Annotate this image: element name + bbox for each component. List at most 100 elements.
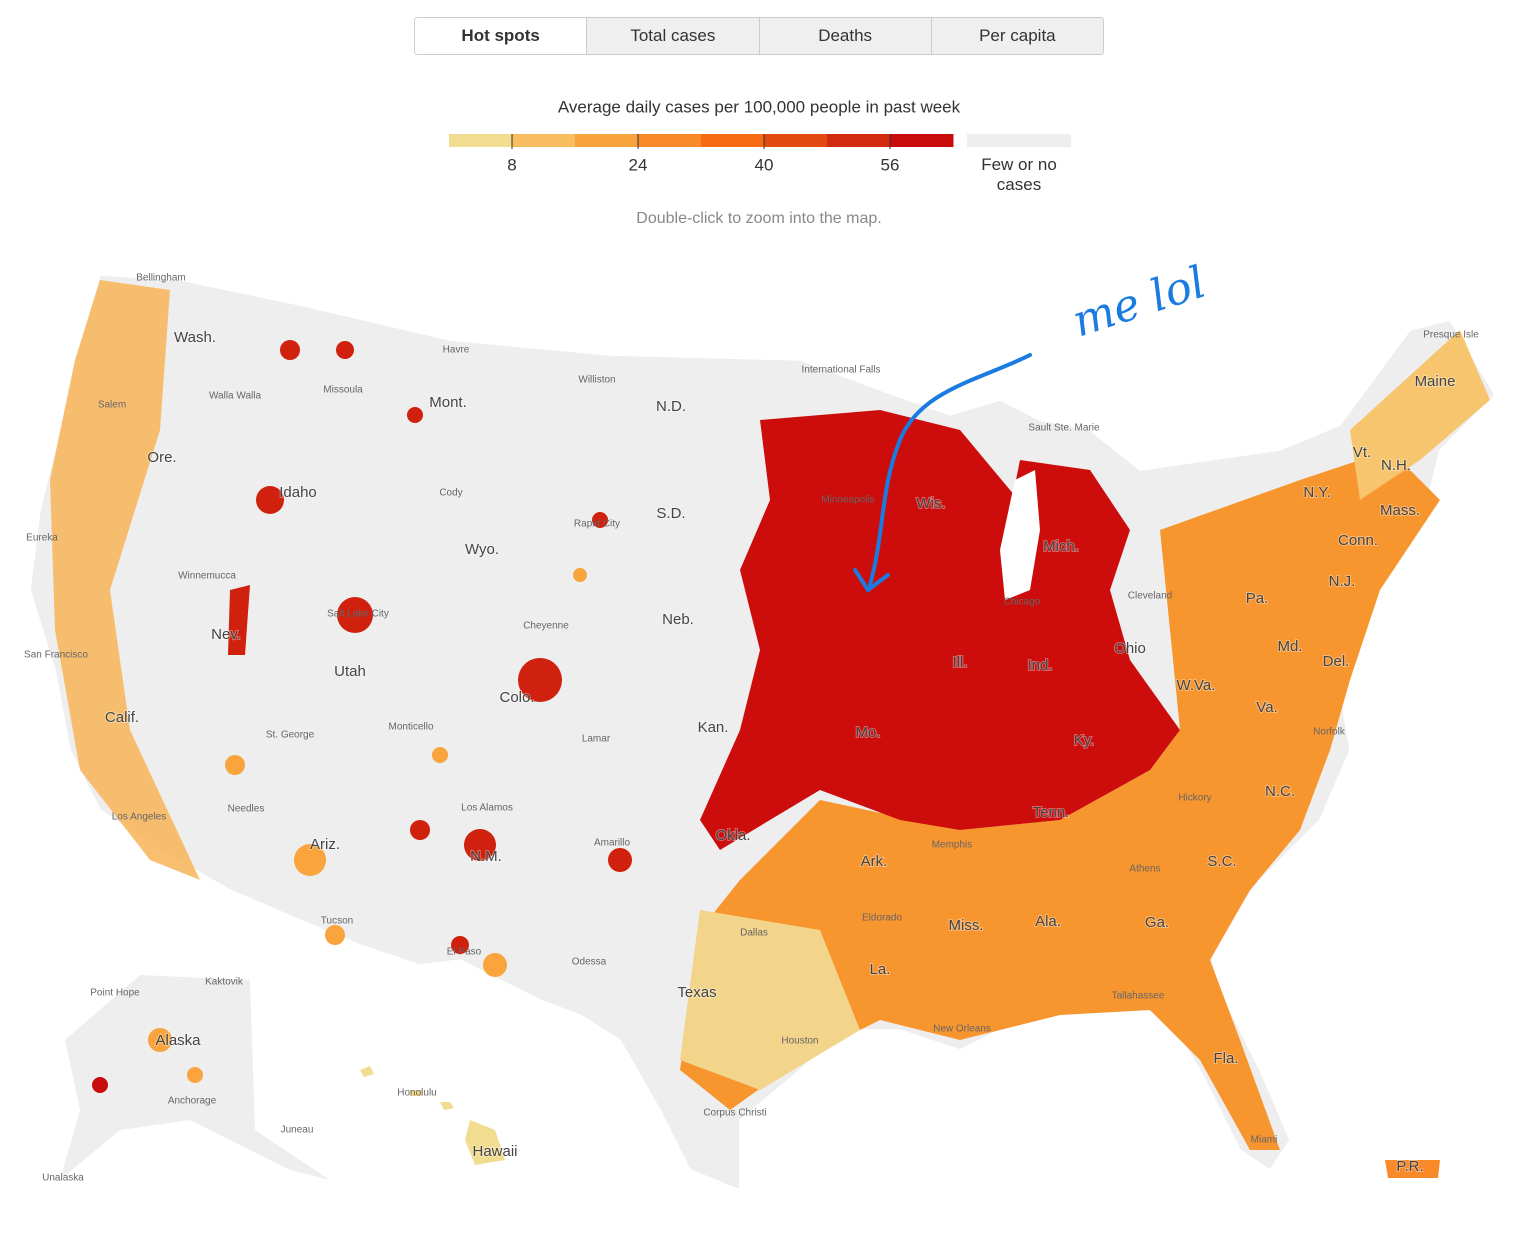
state-label: Del. xyxy=(1323,653,1350,670)
city-label: Miami xyxy=(1251,1135,1278,1146)
legend-swatch xyxy=(764,134,828,147)
state-label: W.Va. xyxy=(1177,677,1216,694)
state-label: S.D. xyxy=(656,505,685,522)
state-label: Tenn. xyxy=(1033,804,1070,821)
state-label: Ore. xyxy=(147,449,176,466)
no-data-label: Few or no cases xyxy=(981,155,1057,194)
state-label: N.M. xyxy=(470,848,502,865)
city-label: Los Alamos xyxy=(461,803,513,814)
state-label: Ky. xyxy=(1074,732,1095,749)
state-label: Mass. xyxy=(1380,502,1420,519)
city-label: International Falls xyxy=(802,365,881,376)
city-label: San Francisco xyxy=(24,650,88,661)
legend-swatch xyxy=(701,134,765,147)
state-label: Okla. xyxy=(715,827,750,844)
city-label: St. George xyxy=(266,730,315,741)
city-label: Juneau xyxy=(281,1125,314,1136)
legend-swatch xyxy=(512,134,576,147)
city-label: Eldorado xyxy=(862,913,902,924)
state-label: Texas xyxy=(677,984,716,1001)
state-label: N.Y. xyxy=(1303,484,1330,501)
state-label: Idaho xyxy=(279,484,317,501)
puerto-rico xyxy=(1385,1160,1440,1178)
state-label: Mich. xyxy=(1043,538,1079,555)
state-label: Ind. xyxy=(1027,657,1052,674)
legend-tick-label: 8 xyxy=(507,155,516,174)
state-label: Ariz. xyxy=(310,836,340,853)
city-label: Tallahassee xyxy=(1112,991,1165,1002)
city-label: Walla Walla xyxy=(209,391,261,402)
state-label: Mont. xyxy=(429,394,467,411)
legend: 8 24 40 56 Few or no cases xyxy=(449,134,1071,194)
city-label: Cody xyxy=(439,488,462,499)
state-label: Nev. xyxy=(211,626,241,643)
legend-swatch xyxy=(890,134,954,147)
east-region xyxy=(680,450,1440,1150)
legend-tick-label: 40 xyxy=(755,155,774,174)
page: {"tabs": ["Hot spots", "Total cases", "D… xyxy=(24,17,1495,1190)
city-label: El Paso xyxy=(447,947,482,958)
city-label: Cheyenne xyxy=(523,621,569,632)
tab[interactable]: Per capita xyxy=(930,18,1103,54)
city-label: New Orleans xyxy=(933,1024,991,1035)
no-data-swatch xyxy=(967,134,1071,147)
state-label: Fla. xyxy=(1213,1050,1238,1067)
state-label: Neb. xyxy=(662,611,694,628)
tab-bar: Hot spots Total cases Deaths Per capita xyxy=(414,17,1104,55)
city-label: Norfolk xyxy=(1313,727,1346,738)
map-labels: Wash. Ore. Calif. Idaho Nev. Mont. Wyo. Utah Col… xyxy=(24,273,1479,1184)
state-label: Wis. xyxy=(916,495,945,512)
city-label: Hickory xyxy=(1178,793,1211,804)
state-label: Pa. xyxy=(1246,590,1269,607)
alaska-hotspots xyxy=(92,1028,203,1093)
city-label: Salt Lake City xyxy=(327,609,389,620)
city-label: Bellingham xyxy=(136,273,185,284)
city-label: Missoula xyxy=(323,385,363,396)
midwest-region xyxy=(700,410,1180,850)
state-label: Ark. xyxy=(861,853,888,870)
state-label: P.R. xyxy=(1396,1158,1423,1175)
state-label: N.J. xyxy=(1329,573,1356,590)
city-label: Williston xyxy=(578,375,615,386)
state-label: Wash. xyxy=(174,329,216,346)
state-label: Ala. xyxy=(1035,913,1061,930)
city-label: Amarillo xyxy=(594,838,631,849)
legend-swatch xyxy=(638,134,702,147)
state-label: Conn. xyxy=(1338,532,1378,549)
city-label: Dallas xyxy=(740,928,768,939)
annotation-arrow xyxy=(853,353,1032,593)
michigan-region xyxy=(1010,460,1130,590)
state-label: Ill. xyxy=(953,654,968,671)
state-label: Maine xyxy=(1415,373,1456,390)
city-label: Winnemucca xyxy=(178,571,236,582)
city-label: Monticello xyxy=(388,722,433,733)
tab[interactable]: Total cases xyxy=(586,18,759,54)
state-label: Va. xyxy=(1256,699,1277,716)
city-label: Salem xyxy=(98,400,126,411)
city-label: Honolulu xyxy=(397,1088,436,1099)
tab[interactable]: Deaths xyxy=(758,18,931,54)
hawaii xyxy=(360,1066,505,1165)
city-label: Corpus Christi xyxy=(703,1108,766,1119)
map-view: Average daily cases per 100,000 people i… xyxy=(24,97,1496,1192)
state-label: Ga. xyxy=(1145,914,1169,931)
state-label: Wyo. xyxy=(465,541,499,558)
city-label: Tucson xyxy=(321,916,353,927)
legend-swatch xyxy=(827,134,891,147)
state-label: La. xyxy=(870,961,891,978)
state-label: Mo. xyxy=(855,724,880,741)
legend-tick-label: 24 xyxy=(629,155,648,174)
state-label: S.C. xyxy=(1207,853,1236,870)
legend-swatch xyxy=(449,134,513,147)
legend-title: Average daily cases per 100,000 people i… xyxy=(558,97,961,116)
city-label: Unalaska xyxy=(42,1173,84,1184)
tab[interactable]: Hot spots xyxy=(415,18,587,54)
hint: Double-click to zoom into the map. xyxy=(636,210,881,227)
state-label: Ohio xyxy=(1114,640,1146,657)
city-label: Point Hope xyxy=(90,988,140,999)
city-label: Memphis xyxy=(932,840,973,851)
west-orange xyxy=(225,568,587,977)
city-label: Anchorage xyxy=(168,1096,217,1107)
state-label: N.C. xyxy=(1265,783,1295,800)
city-label: Odessa xyxy=(572,957,607,968)
